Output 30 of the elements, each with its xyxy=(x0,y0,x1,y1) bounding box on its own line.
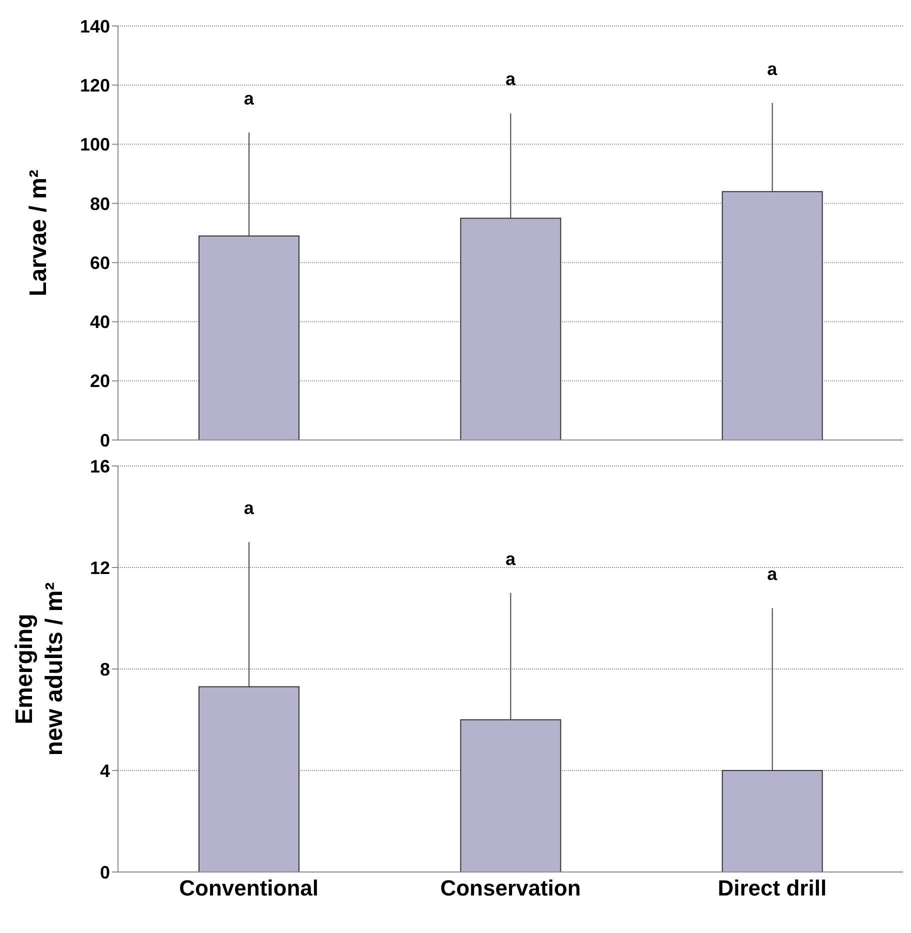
y-tick-label: 8 xyxy=(100,659,110,680)
y-tick-label: 0 xyxy=(100,430,110,450)
y-tick-label: 40 xyxy=(90,312,110,332)
bar xyxy=(722,770,823,872)
annotation: a xyxy=(767,58,778,79)
annotation: a xyxy=(244,498,255,518)
y-axis-title: Larvae / m² xyxy=(25,170,52,296)
x-tick-label: Direct drill xyxy=(718,876,827,901)
annotation: a xyxy=(505,69,516,90)
bar xyxy=(198,235,300,440)
annotation: a xyxy=(505,548,516,569)
annotation: a xyxy=(767,564,778,584)
x-tick-label: Conventional xyxy=(179,876,319,901)
annotation: a xyxy=(244,88,255,108)
y-tick-label: 0 xyxy=(100,862,110,882)
y-tick-label: 4 xyxy=(100,760,110,781)
y-tick-label: 20 xyxy=(90,371,110,392)
y-tick-label: 140 xyxy=(80,16,110,36)
y-tick-label: 100 xyxy=(80,134,110,155)
y-axis-title: Emerging new adults / m² xyxy=(11,582,68,756)
bar xyxy=(722,191,823,440)
bar xyxy=(460,719,562,872)
bar xyxy=(460,218,562,440)
y-tick-label: 80 xyxy=(90,194,110,214)
y-tick-label: 60 xyxy=(90,252,110,273)
y-tick-label: 120 xyxy=(80,76,110,96)
bar xyxy=(198,686,300,872)
x-tick-label: Conservation xyxy=(440,876,581,901)
y-tick-label: 16 xyxy=(90,456,110,476)
y-tick-label: 12 xyxy=(90,558,110,578)
